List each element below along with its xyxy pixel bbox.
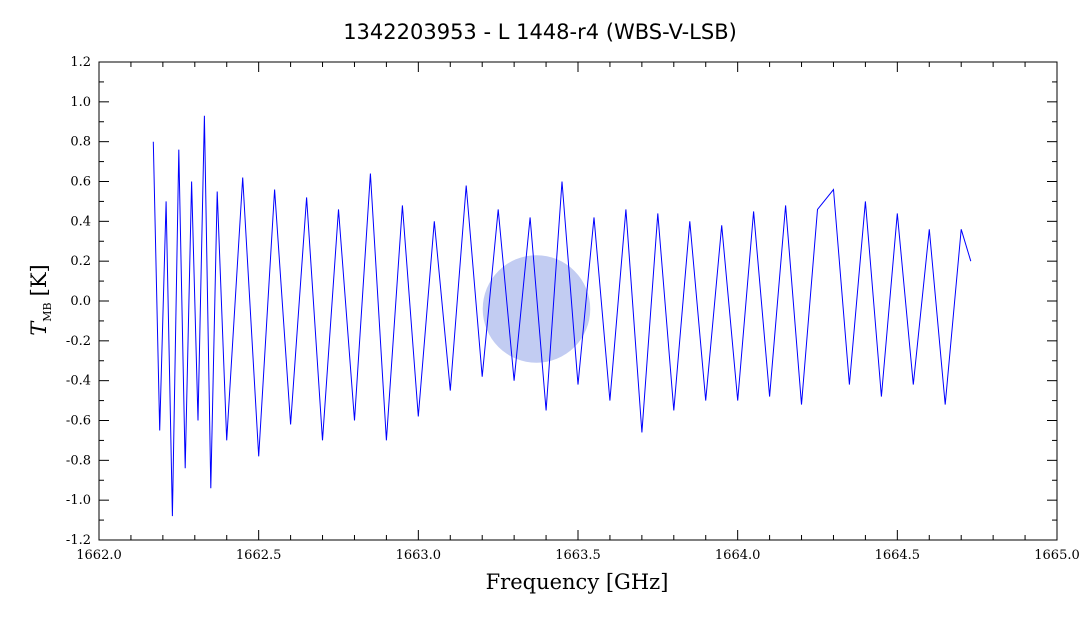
plot-area (98, 61, 1058, 541)
x-tick-label: 1663.0 (396, 548, 442, 563)
y-axis-label: TMB [K] (27, 264, 54, 335)
y-tick-label: 1.2 (70, 55, 91, 70)
y-tick-label: 0.0 (70, 294, 91, 309)
x-tick-label: 1664.5 (875, 548, 921, 563)
y-tick-label: -0.6 (66, 414, 91, 429)
highlight-marker (482, 255, 591, 363)
x-tick-label: 1662.5 (236, 548, 282, 563)
spectrum-series (152, 115, 972, 517)
x-tick-label: 1665.0 (1034, 548, 1080, 563)
y-axis-tick-labels: -1.2 -1.0 -0.8 -0.6 -0.4 -0.2 0.0 0.2 0.4 0.6 0.8 1… (66, 55, 91, 548)
y-axis-label-unit: [K] (27, 264, 51, 296)
axis-ticks (98, 61, 1058, 541)
y-tick-label: -0.2 (66, 334, 91, 349)
y-tick-label: 0.2 (70, 254, 91, 269)
x-axis-label: Frequency [GHz] (486, 570, 669, 594)
y-tick-label: 0.6 (70, 175, 91, 190)
spectrum-line (152, 115, 972, 517)
chart-title: 1342203953 - L 1448-r4 (WBS-V-LSB) (343, 20, 737, 44)
x-tick-label: 1663.5 (555, 548, 601, 563)
y-tick-label: 1.0 (70, 95, 91, 110)
x-tick-label: 1664.0 (715, 548, 761, 563)
y-tick-label: -1.2 (66, 533, 91, 548)
x-tick-label: 1662.0 (76, 548, 122, 563)
y-tick-label: 0.4 (70, 214, 91, 229)
y-tick-label: -0.8 (66, 453, 91, 468)
x-axis-tick-labels: 1662.0 1662.5 1663.0 1663.5 1664.0 1664.5 1665… (76, 548, 1080, 563)
svg-text:TMB[K]: TMB [K] (27, 264, 54, 335)
y-tick-label: -1.0 (66, 493, 91, 508)
y-tick-label: -0.4 (66, 374, 91, 389)
y-axis-label-sub: MB (41, 302, 54, 321)
y-axis-label-main: T (27, 320, 51, 336)
y-tick-label: 0.8 (70, 135, 91, 150)
